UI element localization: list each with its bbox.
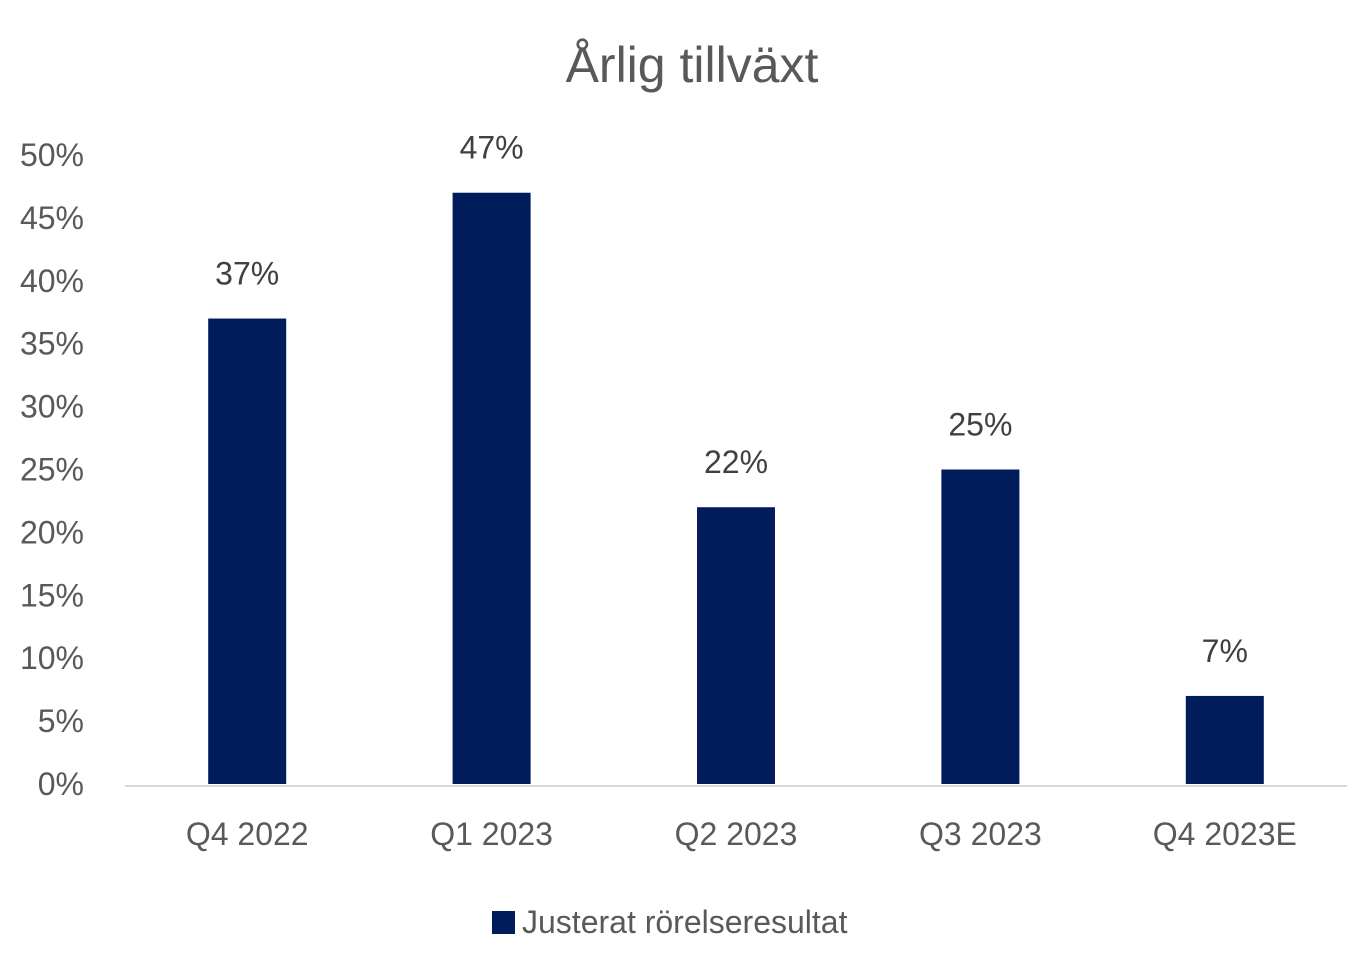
data-label: 22% <box>704 444 768 480</box>
y-axis: 0% 5% 10% 15% 20% 25% 30% 35% 40% 45% 50% <box>20 137 84 802</box>
bar <box>941 469 1020 784</box>
y-tick-label: 45% <box>20 200 84 236</box>
data-label: 47% <box>460 130 524 166</box>
bar <box>697 507 775 784</box>
x-tick-label: Q3 2023 <box>919 816 1042 852</box>
y-tick-label: 5% <box>38 703 84 739</box>
x-tick-label: Q2 2023 <box>675 816 798 852</box>
legend-swatch <box>492 911 515 934</box>
bar <box>452 192 531 785</box>
y-tick-label: 10% <box>20 640 84 676</box>
legend: Justerat rörelseresultat <box>492 904 848 940</box>
legend-label: Justerat rörelseresultat <box>522 904 848 940</box>
y-tick-label: 20% <box>20 514 84 550</box>
bar <box>1185 695 1264 784</box>
x-tick-label: Q4 2022 <box>186 816 309 852</box>
y-tick-label: 35% <box>20 326 84 362</box>
data-label: 37% <box>215 256 279 292</box>
bar <box>208 318 287 784</box>
chart-title: Årlig tillväxt <box>566 37 819 93</box>
y-tick-label: 0% <box>38 766 84 802</box>
x-tick-label: Q4 2023E <box>1153 816 1297 852</box>
y-tick-label: 15% <box>20 577 84 613</box>
x-axis: Q4 2022 Q1 2023 Q2 2023 Q3 2023 Q4 2023E <box>186 816 1297 852</box>
y-tick-label: 30% <box>20 389 84 425</box>
bars: 37% 47% 22% 25% 7% <box>208 130 1264 785</box>
x-tick-label: Q1 2023 <box>430 816 553 852</box>
data-label: 7% <box>1202 633 1248 669</box>
data-label: 25% <box>948 407 1012 443</box>
y-tick-label: 40% <box>20 263 84 299</box>
y-tick-label: 25% <box>20 452 84 488</box>
y-tick-label: 50% <box>20 137 84 173</box>
